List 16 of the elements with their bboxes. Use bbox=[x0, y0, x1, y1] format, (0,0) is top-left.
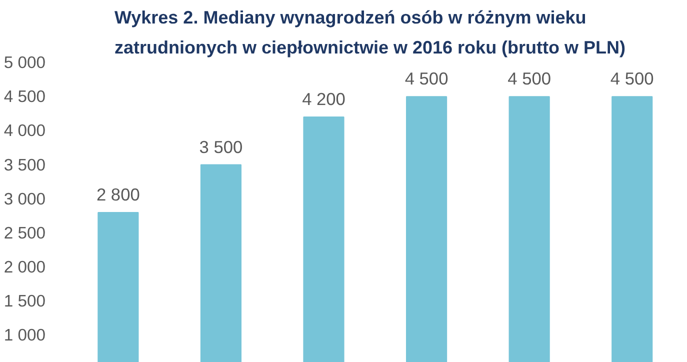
y-tick-label: 1 500 bbox=[4, 292, 46, 311]
data-label: 4 500 bbox=[610, 68, 654, 89]
data-label: 2 800 bbox=[96, 184, 140, 204]
y-tick-label: 5 000 bbox=[4, 53, 46, 72]
y-tick-label: 2 000 bbox=[4, 258, 46, 277]
y-tick-label: 3 500 bbox=[4, 155, 46, 174]
y-tick-label: 2 500 bbox=[4, 223, 46, 242]
chart-title: Wykres 2. Mediany wynagrodzeń osób w różnym wieku zatrudnionych w ciepłownictwie w 2016 roku (brutto w PLN) bbox=[114, 8, 626, 58]
y-tick-label: 1 000 bbox=[4, 326, 46, 345]
data-label: 4 200 bbox=[302, 89, 346, 110]
y-tick-label: 3 000 bbox=[4, 189, 46, 208]
y-tick-label: 4 500 bbox=[4, 87, 46, 106]
data-label: 4 500 bbox=[508, 68, 552, 89]
data-label: 4 500 bbox=[404, 68, 448, 89]
data-label: 3 500 bbox=[199, 136, 243, 157]
y-tick-label: 4 000 bbox=[4, 121, 46, 140]
